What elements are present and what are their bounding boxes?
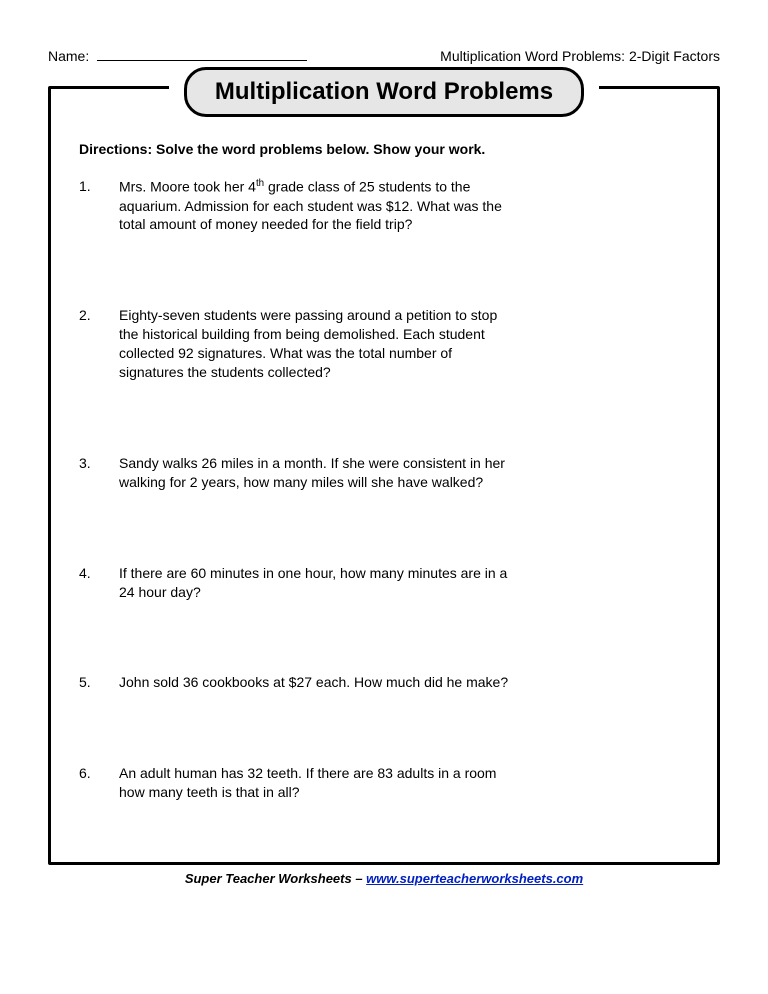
problem-number: 5. [79,673,119,692]
problem-item: 3. Sandy walks 26 miles in a month. If s… [79,454,689,492]
problem-number: 3. [79,454,119,492]
main-box: Multiplication Word Problems Directions:… [48,86,720,865]
problem-text: John sold 36 cookbooks at $27 each. How … [119,673,508,692]
problem-item: 4. If there are 60 minutes in one hour, … [79,564,689,602]
problem-text: Eighty-seven students were passing aroun… [119,306,519,382]
worksheet-page: Name: Multiplication Word Problems: 2-Di… [0,0,768,906]
footer-prefix: Super Teacher Worksheets – [185,871,366,886]
problem-number: 4. [79,564,119,602]
problem-item: 6. An adult human has 32 teeth. If there… [79,764,689,802]
problem-text: An adult human has 32 teeth. If there ar… [119,764,519,802]
header-right-label: Multiplication Word Problems: 2-Digit Fa… [440,48,720,64]
problem-number: 1. [79,177,119,234]
header-row: Name: Multiplication Word Problems: 2-Di… [48,48,720,64]
footer: Super Teacher Worksheets – www.superteac… [48,871,720,886]
name-field: Name: [48,48,307,64]
problem-item: 1. Mrs. Moore took her 4th grade class o… [79,177,689,234]
problem-number: 6. [79,764,119,802]
title-banner: Multiplication Word Problems [184,67,584,117]
problem-text: Sandy walks 26 miles in a month. If she … [119,454,519,492]
directions-text: Directions: Solve the word problems belo… [79,141,689,157]
problem-item: 5. John sold 36 cookbooks at $27 each. H… [79,673,689,692]
problem-number: 2. [79,306,119,382]
problem-text: Mrs. Moore took her 4th grade class of 2… [119,177,519,234]
problem-item: 2. Eighty-seven students were passing ar… [79,306,689,382]
problems-list: 1. Mrs. Moore took her 4th grade class o… [79,177,689,802]
name-label: Name: [48,48,89,64]
problem-text: If there are 60 minutes in one hour, how… [119,564,519,602]
name-blank-line[interactable] [97,60,307,61]
footer-link[interactable]: www.superteacherworksheets.com [366,871,583,886]
